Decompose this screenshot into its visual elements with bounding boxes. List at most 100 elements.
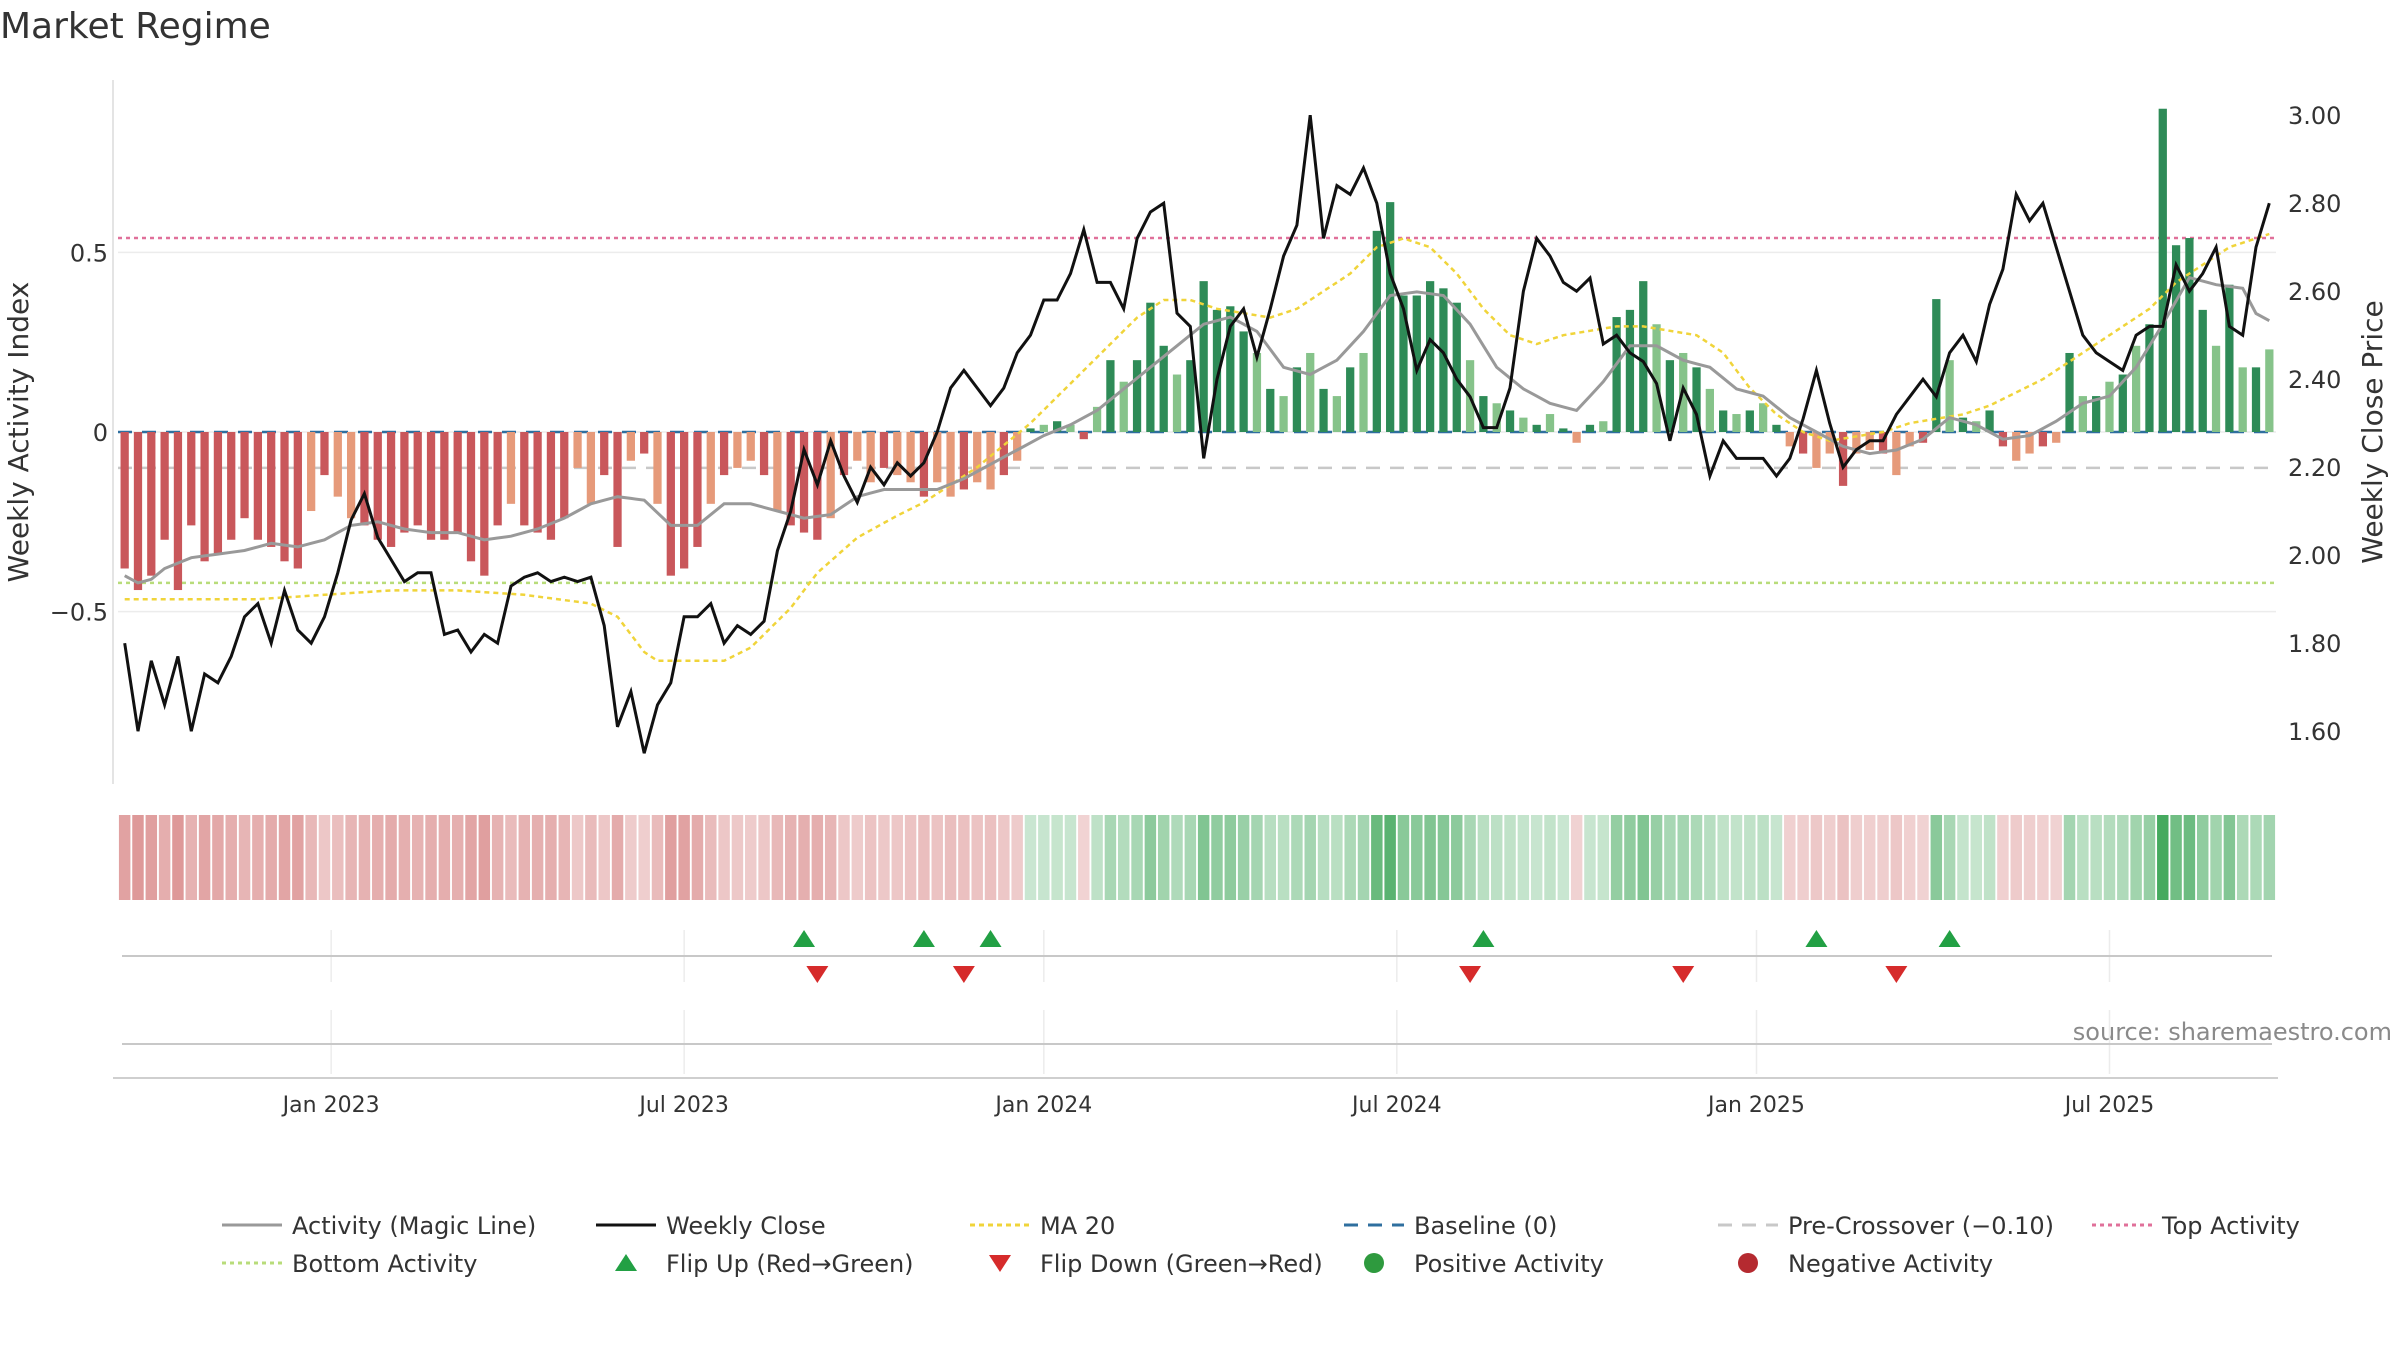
activity-bar	[1732, 414, 1741, 432]
regime-strip-cell	[1277, 815, 1290, 900]
activity-bar	[1132, 360, 1142, 432]
regime-strip-cell	[798, 815, 810, 900]
regime-strip-cell	[1118, 815, 1130, 900]
regime-strip-cell	[1837, 815, 1849, 900]
regime-strip-cell	[1943, 815, 1956, 900]
regime-strip-cell	[305, 815, 317, 900]
regime-strip-cell	[585, 815, 597, 900]
activity-bar	[1239, 331, 1248, 432]
activity-bar	[600, 432, 609, 476]
regime-strip-cell	[1451, 815, 1463, 900]
regime-strip-cell	[1690, 815, 1703, 900]
regime-strip-cell	[1344, 815, 1356, 900]
activity-bar	[706, 432, 715, 504]
regime-strip-cell	[838, 815, 850, 900]
regime-strip-cell	[1770, 815, 1783, 900]
activity-bar	[546, 432, 556, 540]
regime-strip-cell	[731, 815, 744, 900]
activity-bar	[1159, 345, 1168, 432]
regime-strip-cell	[292, 815, 304, 900]
regime-strip-cell	[1104, 815, 1117, 900]
regime-strip-cell	[771, 815, 784, 900]
activity-bar	[573, 432, 582, 468]
right-tick-label: 2.60	[2288, 278, 2341, 306]
right-tick-label: 2.00	[2288, 542, 2341, 570]
regime-strip-cell	[1304, 815, 1316, 900]
flip-up-marker	[979, 930, 1002, 947]
legend-label-pos: Positive Activity	[1414, 1250, 1604, 1278]
legend-label-neg: Negative Activity	[1788, 1250, 1993, 1278]
activity-bar	[1572, 432, 1581, 443]
activity-bar	[1945, 360, 1954, 432]
activity-bar	[640, 432, 649, 454]
x-tick-label: Jan 2023	[281, 1093, 380, 1118]
regime-strip-cell	[1863, 815, 1876, 900]
regime-strip-cell	[878, 815, 890, 900]
activity-bar	[520, 432, 529, 526]
regime-strip-cell	[1917, 815, 1929, 900]
activity-bar	[1892, 432, 1901, 476]
regime-strip-cell	[372, 815, 384, 900]
activity-bar	[453, 432, 462, 533]
regime-strip-cell	[2183, 815, 2196, 900]
regime-strip-cell	[1038, 815, 1050, 900]
activity-bar	[1079, 432, 1088, 440]
activity-bar	[400, 432, 409, 533]
x-tick-label: Jan 2025	[1706, 1093, 1805, 1118]
activity-bar	[999, 432, 1008, 476]
regime-strip-cell	[2063, 815, 2076, 900]
regime-strip-cell	[1903, 815, 1916, 900]
activity-bar	[200, 432, 209, 562]
regime-strip-cell	[185, 815, 197, 900]
activity-bar	[1359, 352, 1368, 432]
activity-bar	[733, 432, 742, 468]
regime-strip-cell	[1171, 815, 1183, 900]
regime-strip-cell	[1517, 815, 1530, 900]
activity-bar	[440, 432, 449, 540]
activity-bar	[866, 432, 875, 483]
regime-strip-cell	[558, 815, 570, 900]
regime-strip-cell	[1570, 815, 1583, 900]
activity-bar	[1332, 396, 1341, 432]
activity-bar	[1479, 396, 1488, 432]
regime-strip-cell	[132, 815, 144, 900]
regime-strip-cell	[1597, 815, 1610, 900]
regime-strip-cell	[1064, 815, 1077, 900]
activity-bar	[826, 432, 835, 519]
regime-strip-cell	[1624, 815, 1636, 900]
regime-strip-cell	[1224, 815, 1237, 900]
activity-bar	[666, 432, 675, 576]
grid-layer	[118, 251, 2276, 613]
activity-bar	[1852, 432, 1861, 454]
activity-bar	[2012, 432, 2021, 461]
regime-strip-cell	[1411, 815, 1423, 900]
activity-bar	[1812, 432, 1821, 468]
activity-bar	[1199, 281, 1208, 432]
regime-strip-cell	[2236, 815, 2249, 900]
flip-down-marker	[952, 966, 975, 983]
y-axis-label-left: Weekly Activity Index	[2, 282, 35, 583]
regime-strip-cell	[758, 815, 770, 900]
regime-strip-cell	[1784, 815, 1796, 900]
regime-strip-cell	[478, 815, 491, 900]
activity-bar	[853, 432, 862, 461]
regime-strip-cell	[1797, 815, 1809, 900]
regime-strip-cell	[1504, 815, 1516, 900]
activity-bar	[1972, 421, 1981, 432]
regime-strip-cell	[571, 815, 584, 900]
activity-bar	[1066, 424, 1075, 432]
regime-strip-cell	[411, 815, 424, 900]
regime-strip-cell	[385, 815, 397, 900]
regime-strip-cell	[252, 815, 264, 900]
activity-bar	[2078, 396, 2087, 432]
activity-bar	[1759, 403, 1768, 432]
activity-bar	[1798, 432, 1808, 454]
activity-bar	[1772, 424, 1781, 432]
activity-bar	[386, 432, 396, 547]
activity-bar	[626, 432, 635, 461]
regime-strip-cell	[118, 815, 131, 900]
activity-bar	[2105, 381, 2114, 432]
regime-strip-cell	[1544, 815, 1556, 900]
regime-strip-cell	[891, 815, 904, 900]
